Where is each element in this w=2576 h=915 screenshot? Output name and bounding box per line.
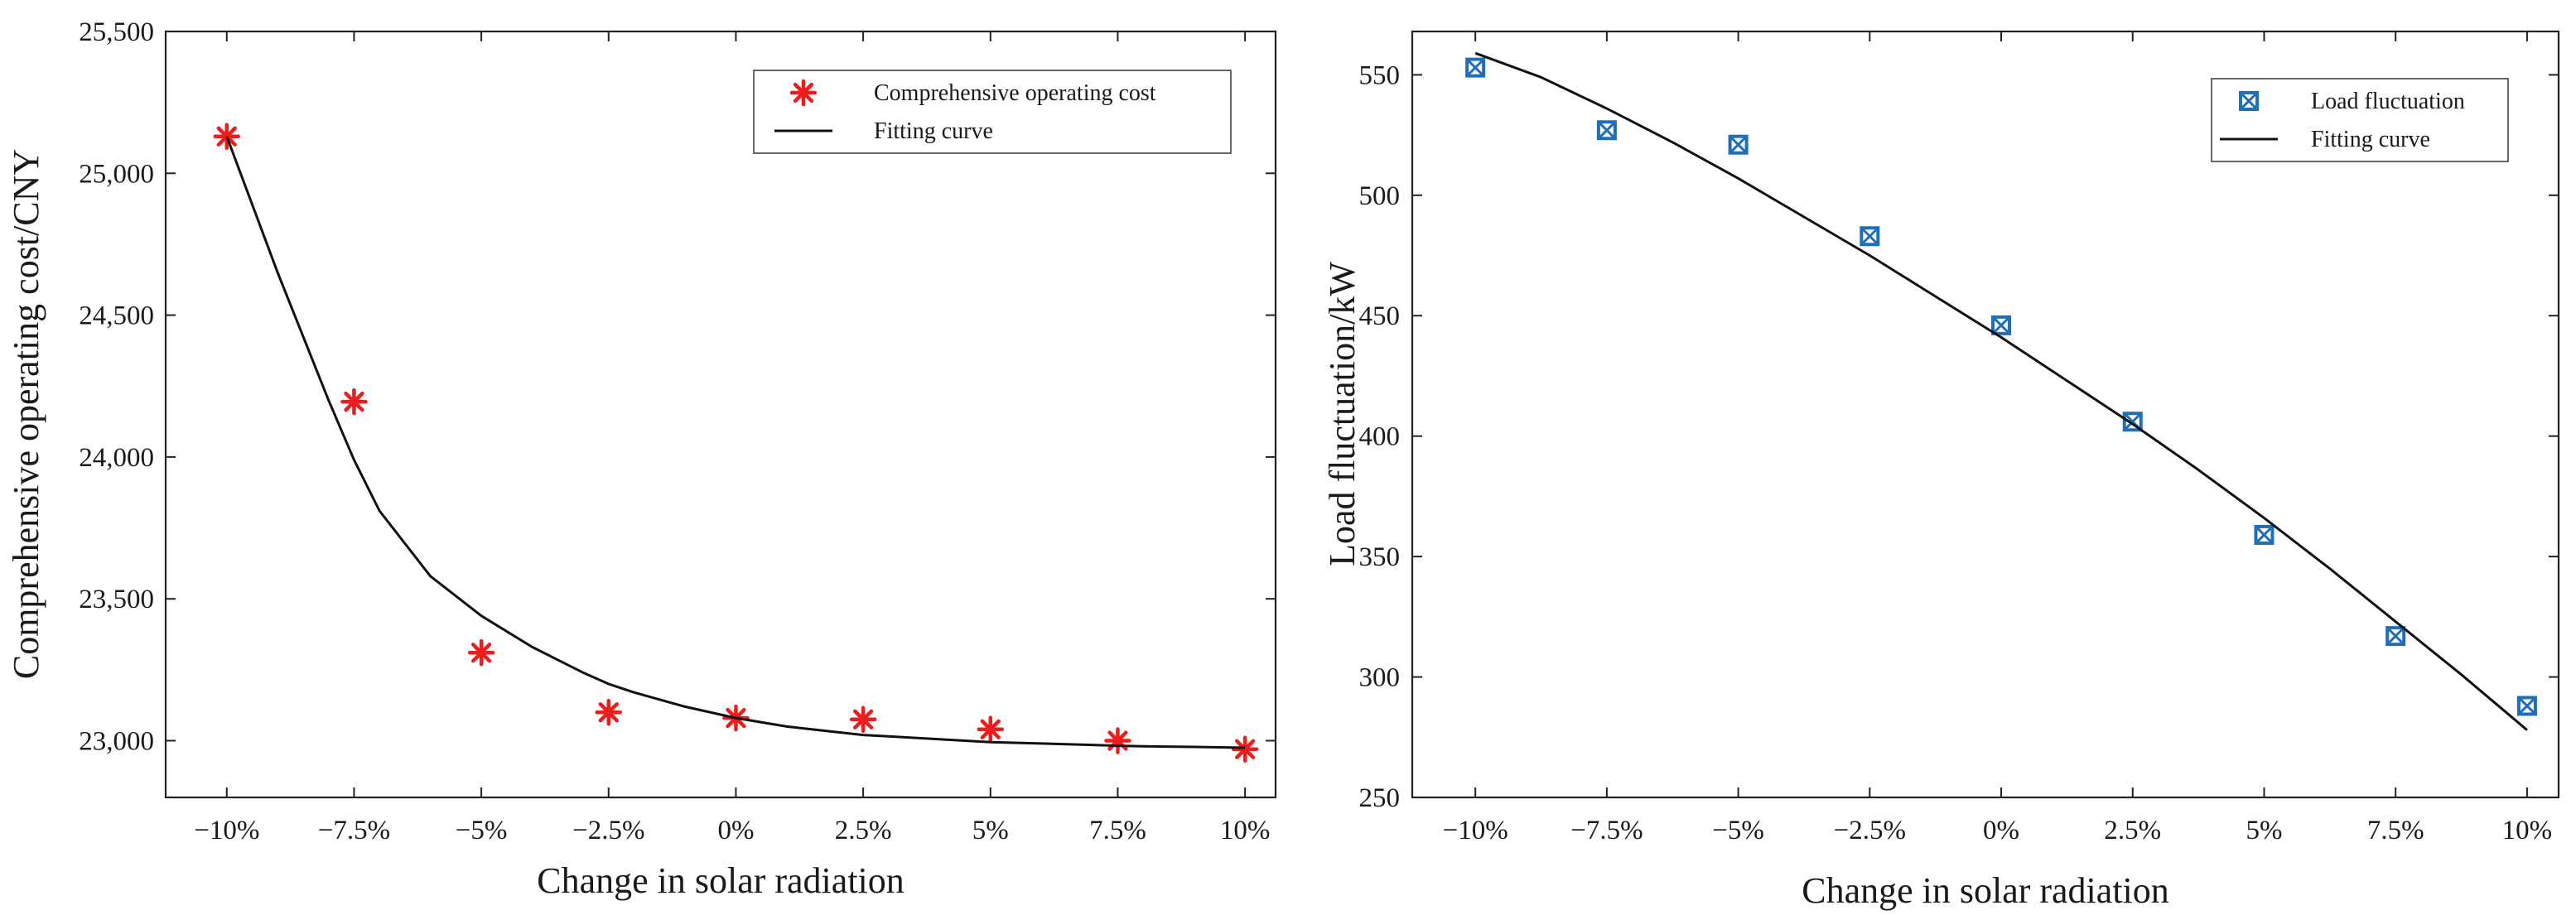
marker-cross-b — [2517, 696, 2536, 715]
y-tick-label: 24,500 — [79, 301, 154, 331]
y-tick-label: 25,000 — [79, 159, 154, 189]
marker-stroke — [852, 709, 874, 730]
data-point — [1728, 134, 1749, 155]
data-point — [849, 706, 877, 734]
y-tick-label: 23,000 — [79, 726, 154, 756]
x-tick-label: −2.5% — [1834, 816, 1906, 845]
marker-stroke — [470, 643, 492, 663]
y-tick-label: 24,000 — [79, 443, 154, 473]
marker-stroke — [598, 702, 619, 723]
marker-box — [1860, 226, 1880, 247]
x-tick-label: −7.5% — [318, 816, 390, 845]
x-tick-label: −5% — [1712, 816, 1764, 845]
marker-stroke — [1234, 739, 1256, 759]
data-point — [340, 388, 368, 416]
legend-entry-label: Comprehensive operating cost — [874, 80, 1156, 106]
marker-box — [1991, 315, 2012, 335]
data-point — [595, 698, 623, 726]
y-tick-label: 23,500 — [79, 585, 154, 614]
marker-box — [2239, 91, 2259, 111]
marker-stroke — [980, 719, 1001, 739]
marker-cross-b — [2386, 627, 2405, 646]
x-axis-label: Change in solar radiation — [1802, 870, 2169, 911]
data-point — [2254, 524, 2275, 545]
y-tick-label: 350 — [1359, 542, 1401, 572]
marker-box — [1596, 120, 1617, 141]
marker-cross-b — [2239, 91, 2259, 111]
legend-marker-swatch — [789, 79, 818, 107]
x-tick-label: 2.5% — [2104, 816, 2161, 845]
marker-box — [2254, 524, 2275, 545]
marker-cross-b — [1991, 315, 2011, 335]
data-point — [1104, 727, 1131, 754]
x-tick-label: 0% — [1983, 816, 2019, 845]
y-tick-label: 25,500 — [79, 17, 154, 47]
x-tick-label: −2.5% — [572, 816, 644, 845]
marker-cross-b — [1466, 58, 1485, 77]
marker-box — [2516, 696, 2537, 716]
x-tick-label: 2.5% — [835, 816, 892, 845]
data-point — [1465, 57, 1486, 78]
marker-cross-b — [1597, 121, 1616, 140]
legend: Load fluctuation Fitting curve — [2211, 78, 2509, 162]
data-point — [467, 639, 495, 667]
legend-entry-label: Fitting curve — [874, 118, 993, 144]
marker-stroke — [793, 82, 814, 104]
x-tick-label: −10% — [194, 816, 259, 845]
marker-cross-b — [1860, 227, 1879, 246]
x-tick-label: 0% — [717, 816, 754, 845]
chart-2: −10% −7.5% −5% −2.5% 0% 2.5% 5% 7.5% 10% 250 300 35… — [1322, 30, 2560, 911]
marker-box — [2122, 412, 2143, 432]
y-tick-label: 250 — [1359, 783, 1401, 813]
x-tick-label: 10% — [1220, 816, 1271, 845]
marker-stroke — [216, 126, 237, 147]
legend-entry-label: Fitting curve — [2311, 127, 2430, 152]
x-tick-label: 7.5% — [1089, 816, 1146, 845]
marker-stroke — [344, 391, 364, 412]
x-tick-label: 10% — [2502, 816, 2553, 845]
data-point — [1596, 120, 1617, 141]
fitting-curve-line — [225, 136, 1246, 749]
marker-cross-b — [2123, 412, 2142, 431]
data-point — [213, 123, 241, 151]
y-tick-label: 400 — [1359, 422, 1401, 452]
y-tick-label: 500 — [1359, 181, 1401, 211]
legend: Comprehensive operating cost Fitting curv… — [753, 70, 1232, 154]
y-axis-label: Load fluctuation/kW — [1322, 262, 1363, 566]
data-point — [977, 715, 1005, 744]
data-point — [1991, 315, 2012, 335]
marker-cross-b — [2255, 525, 2274, 545]
legend-marker-swatch — [2239, 91, 2259, 111]
y-tick-label: 550 — [1359, 60, 1401, 90]
x-tick-label: 7.5% — [2367, 816, 2424, 845]
plot-frame — [164, 30, 1277, 799]
data-point — [1231, 735, 1259, 763]
marker-box — [1465, 57, 1486, 78]
data-point — [1860, 226, 1880, 247]
data-point — [2385, 626, 2406, 647]
y-tick-label: 450 — [1359, 301, 1401, 331]
x-tick-label: −7.5% — [1570, 816, 1643, 845]
x-tick-label: 5% — [972, 816, 1009, 845]
plot-frame — [1411, 30, 2560, 799]
x-tick-label: −5% — [456, 816, 508, 845]
x-tick-label: −10% — [1443, 816, 1508, 845]
fitting-curve-line — [1474, 51, 2528, 731]
marker-box — [1728, 134, 1749, 155]
legend-entry-label: Load fluctuation — [2311, 89, 2465, 114]
x-tick-label: 5% — [2246, 816, 2282, 845]
legend-box — [2211, 78, 2509, 162]
y-axis-label: Comprehensive operating cost/CNY — [6, 149, 46, 679]
marker-cross-b — [1729, 135, 1748, 154]
marker-box — [2385, 626, 2406, 647]
legend-box — [753, 70, 1232, 154]
y-tick-label: 300 — [1359, 663, 1401, 693]
x-axis-label: Change in solar radiation — [537, 860, 904, 901]
chart-1: −10% −7.5% −5% −2.5% 0% 2.5% 5% 7.5% 10% 23,000 23… — [6, 17, 1277, 901]
data-point — [2516, 696, 2537, 716]
